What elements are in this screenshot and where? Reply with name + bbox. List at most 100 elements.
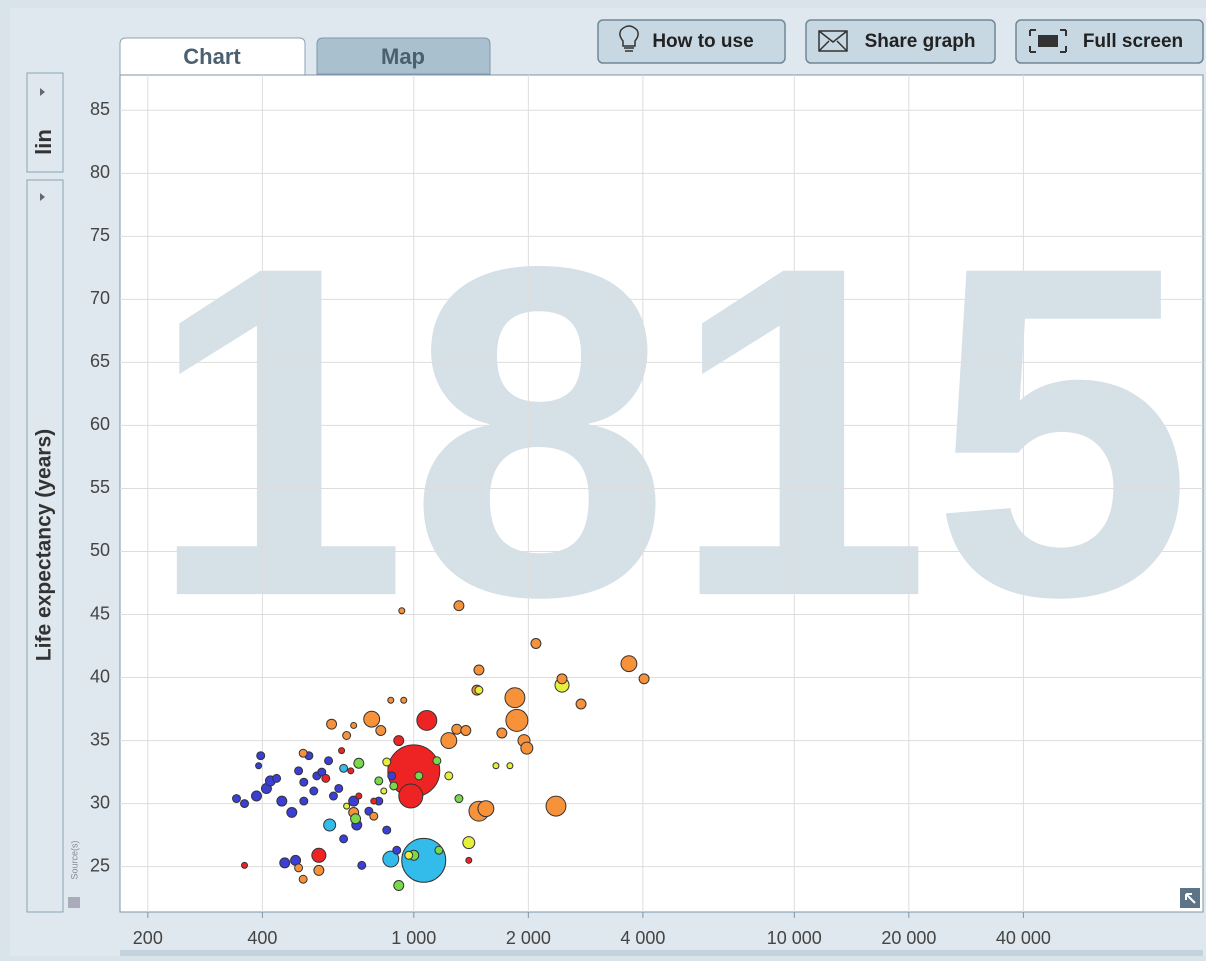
y-tick-label: 80 (90, 162, 110, 182)
bubble (575, 698, 587, 710)
bubble (317, 767, 327, 777)
bubble (414, 771, 424, 781)
bubble (440, 732, 458, 750)
bubble (339, 763, 349, 773)
y-tick-label: 55 (90, 477, 110, 497)
y-tick-label: 75 (90, 225, 110, 245)
button-label[interactable]: Full screen (1083, 31, 1183, 52)
bubble (232, 794, 241, 804)
y-tick-label: 25 (90, 855, 110, 875)
y-tick-label: 30 (90, 792, 110, 812)
bubble (545, 795, 567, 817)
bubble (401, 837, 447, 883)
x-tick-label: 10 000 (767, 928, 822, 948)
bubble (370, 797, 378, 805)
bubble (311, 847, 327, 863)
bubble (342, 731, 352, 740)
bubble (347, 767, 355, 775)
icon (40, 193, 45, 201)
bubble (444, 771, 454, 781)
bubble (375, 725, 387, 736)
button[interactable] (805, 19, 996, 64)
bubble (451, 723, 463, 735)
bubble (382, 850, 400, 868)
bubble (353, 757, 365, 769)
year-watermark: 1815 (147, 169, 1193, 694)
bubble (369, 811, 379, 821)
scale-selector[interactable] (26, 72, 64, 173)
bubble (638, 673, 650, 685)
bubble (294, 863, 304, 873)
bubble (453, 600, 465, 612)
x-axis-strip (120, 950, 1203, 956)
bubble (328, 791, 338, 801)
bubbles (232, 600, 650, 892)
icon (1029, 29, 1067, 53)
bubble (387, 696, 395, 704)
axis-selector[interactable] (26, 179, 64, 913)
bubble (324, 756, 334, 766)
bubble (357, 860, 367, 870)
bubble (276, 795, 288, 807)
bubble (313, 864, 325, 876)
icon (40, 88, 45, 96)
bubble (321, 773, 331, 783)
bubble (389, 781, 399, 791)
tab-label[interactable]: Chart (183, 44, 241, 69)
bubble (298, 748, 308, 758)
bubble (299, 796, 309, 806)
x-tick-label: 40 000 (996, 928, 1051, 948)
x-tick-label: 1 000 (391, 928, 436, 948)
source-label[interactable]: Source(s) (69, 840, 79, 879)
bubble (382, 825, 392, 835)
bubble (556, 673, 568, 685)
scale-label[interactable]: lin (31, 129, 56, 155)
button-label[interactable]: How to use (652, 31, 753, 52)
bubble (454, 794, 464, 804)
bubble (326, 718, 338, 730)
y-tick-label: 35 (90, 729, 110, 749)
tab[interactable] (316, 37, 491, 75)
bubble (473, 664, 485, 676)
bubble (496, 727, 508, 739)
y-tick-label: 50 (90, 540, 110, 560)
bubble (506, 762, 514, 770)
icon (68, 897, 80, 908)
bubble (343, 802, 351, 810)
bubble (363, 710, 381, 728)
bubble (400, 696, 408, 704)
button-label[interactable]: Share graph (865, 31, 976, 52)
bubble (338, 747, 346, 755)
tab-label[interactable]: Map (381, 44, 425, 69)
bubble (477, 800, 495, 818)
bubble (492, 762, 500, 770)
bubble (294, 766, 304, 776)
bubble (240, 799, 249, 809)
y-tick-label: 40 (90, 666, 110, 686)
y-tick-label: 65 (90, 351, 110, 371)
bubble (474, 685, 484, 695)
bubble (355, 792, 363, 800)
icon (818, 30, 848, 52)
bubble (350, 721, 358, 729)
bubble (380, 787, 388, 795)
bubble (465, 856, 473, 864)
bubble (460, 725, 472, 736)
y-axis-label[interactable]: Life expectancy (years) (33, 429, 56, 661)
icon (1185, 893, 1196, 904)
bubble (505, 708, 529, 732)
grid (120, 75, 1203, 912)
bubble (309, 786, 319, 796)
bubble (339, 834, 349, 844)
bubble (393, 735, 405, 747)
bubble (323, 818, 337, 832)
bubble (350, 813, 362, 825)
button[interactable] (597, 19, 786, 64)
bubble (348, 795, 360, 807)
bubble (520, 741, 534, 755)
bubble (530, 638, 542, 649)
bubble (398, 607, 406, 615)
tab[interactable] (119, 37, 306, 76)
